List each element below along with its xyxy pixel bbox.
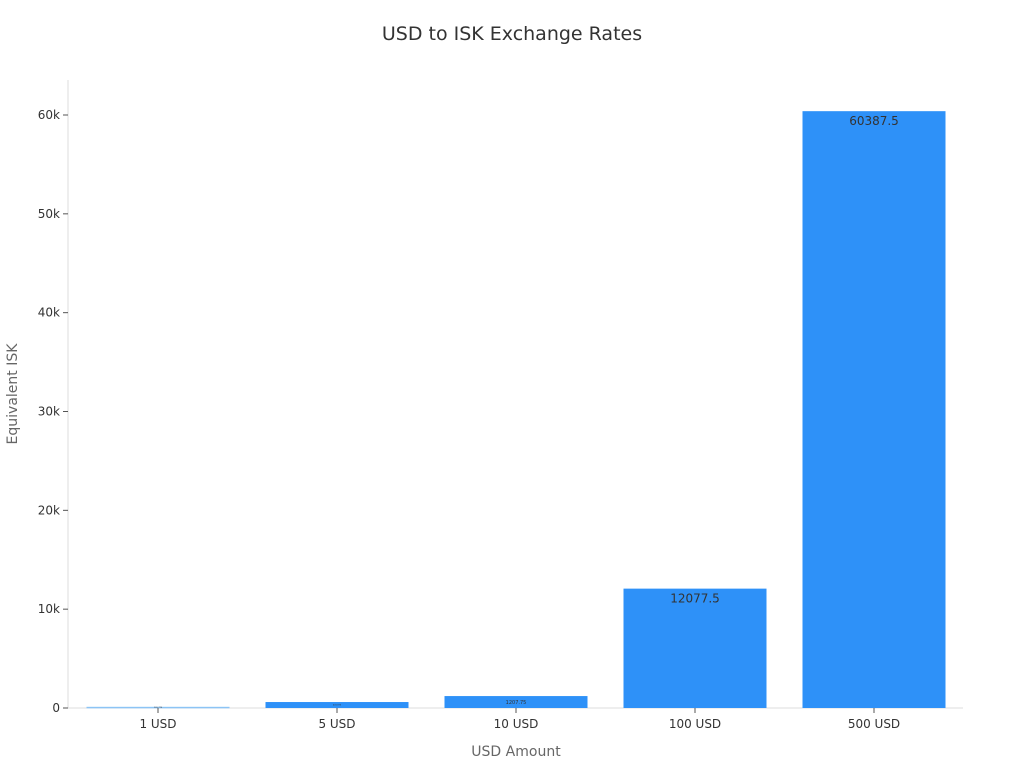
y-tick-label: 20k <box>38 503 60 517</box>
x-tick-label: 5 USD <box>318 717 355 731</box>
x-tick-label: 100 USD <box>669 717 721 731</box>
data-label: 12077.5 <box>670 592 720 606</box>
x-tick-label: 10 USD <box>494 717 539 731</box>
y-tick-label: 60k <box>38 108 60 122</box>
data-label: 120.775 <box>154 707 163 709</box>
y-tick-label: 30k <box>38 405 60 419</box>
bar <box>86 706 230 709</box>
bar <box>265 702 409 708</box>
data-label: 60387.5 <box>849 114 899 128</box>
bar <box>444 696 588 708</box>
data-label: 603.875 <box>333 705 342 707</box>
data-label: 1207.75 <box>506 700 527 706</box>
bar <box>802 111 946 708</box>
x-tick-label: 500 USD <box>848 717 900 731</box>
chart-title: USD to ISK Exchange Rates <box>382 23 642 45</box>
y-tick-label: 40k <box>38 306 60 320</box>
x-tick-label: 1 USD <box>139 717 176 731</box>
bar <box>623 588 767 708</box>
y-tick-label: 0 <box>52 701 60 715</box>
y-tick-label: 10k <box>38 602 60 616</box>
y-tick-label: 50k <box>38 207 60 221</box>
y-axis-label: Equivalent ISK <box>5 343 21 445</box>
x-axis-label: USD Amount <box>471 744 561 760</box>
